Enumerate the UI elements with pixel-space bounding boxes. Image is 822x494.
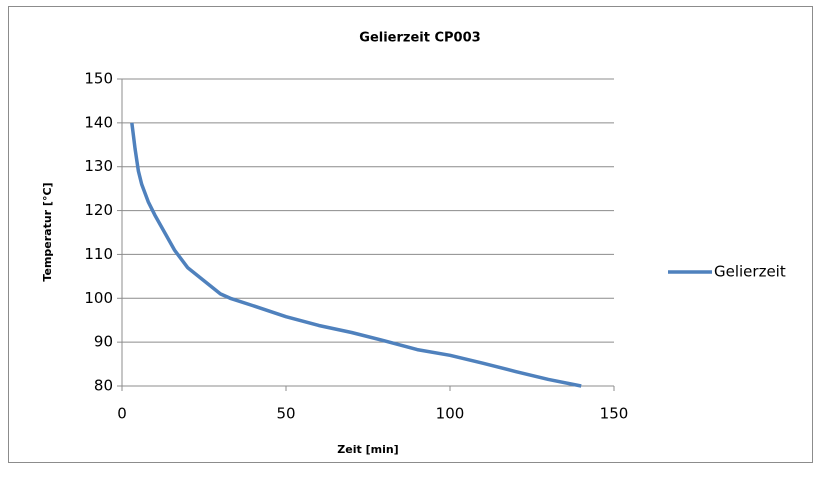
y-tick-label: 90 bbox=[94, 333, 113, 351]
x-tick-label: 0 bbox=[117, 405, 127, 423]
y-tick-label: 110 bbox=[84, 245, 113, 263]
y-tick-label: 150 bbox=[84, 70, 113, 88]
x-tick-label: 150 bbox=[600, 405, 629, 423]
x-tick-label: 100 bbox=[436, 405, 465, 423]
series-line bbox=[130, 122, 582, 388]
x-axis-label: Zeit [min] bbox=[337, 443, 398, 456]
y-tick-label: 100 bbox=[84, 289, 113, 307]
chart-border bbox=[8, 6, 813, 463]
y-tick-label: 80 bbox=[94, 377, 113, 395]
chart-title: Gelierzeit CP003 bbox=[359, 31, 480, 46]
y-axis-label: Temperatur [°C] bbox=[41, 182, 54, 281]
y-tick-label: 130 bbox=[84, 157, 113, 175]
legend-label: Gelierzeit bbox=[714, 263, 786, 281]
y-tick-label: 140 bbox=[84, 113, 113, 131]
y-tick-label: 120 bbox=[84, 201, 113, 219]
x-tick-label: 50 bbox=[276, 405, 295, 423]
